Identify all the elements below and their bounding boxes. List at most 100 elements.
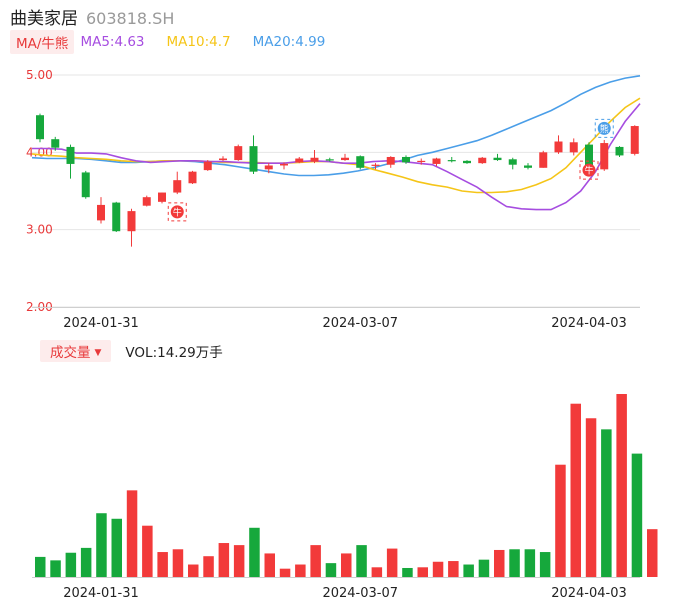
candle-body [508,159,517,165]
candle-body [615,146,624,156]
ma-legend: MA/牛熊 MA5:4.63 MA10:4.7 MA20:4.99 [10,30,347,54]
candle-body [539,152,548,168]
bull-marker-icon-frame [167,202,187,222]
volume-chart[interactable]: 2024-01-31 2024-03-07 2024-04-03 [0,366,686,606]
volume-bar [417,567,428,577]
bull-marker-icon-badge [170,205,184,219]
volume-bar [188,564,199,577]
candle-body [249,146,258,172]
x-tick-label: 2024-01-31 [63,316,139,331]
candle-body [127,211,136,232]
candle [264,163,273,174]
volume-bar [371,567,383,577]
candle-body [341,157,349,161]
volume-bar [539,552,551,577]
candle-body [158,192,166,202]
candle [203,160,212,171]
candle-body [295,158,304,163]
volume-bar [172,549,184,577]
volume-bar [310,545,321,577]
volume-bar [432,561,444,577]
candle [463,160,471,164]
candle-body [234,146,243,161]
volume-x-tick-label: 2024-04-03 [551,586,627,601]
ma20-legend: MA20:4.99 [252,34,326,50]
candle-body [36,115,44,140]
bear-marker-icon: 熊 [594,118,614,138]
volume-bar [570,403,581,577]
volume-bar [325,563,337,577]
volume-bar [448,561,459,577]
y-tick-label: 4.00 [26,145,53,159]
volume-bar [35,556,46,577]
candle [51,136,60,151]
candle-body [432,158,441,164]
volume-bar [233,545,245,577]
candle [127,208,136,247]
candle-body [478,157,487,164]
volume-bar [555,464,566,577]
candle [371,163,380,170]
candle [97,197,105,224]
bull-marker-icon: 牛 [167,202,187,222]
x-tick-label: 2024-03-07 [322,316,398,331]
volume-bar [111,518,122,577]
candle-body [112,202,121,232]
candle [325,157,334,162]
y-tick-label: 3.00 [26,223,53,237]
volume-bar [616,394,627,577]
volume-bar [341,553,352,577]
candle [81,170,90,199]
volume-bar [585,418,597,577]
volume-bar [218,543,230,577]
candle [600,139,609,171]
volume-x-tick-label: 2024-03-07 [322,586,398,601]
candle-body [585,144,593,167]
candle-body [493,157,502,161]
candle-body [203,161,212,171]
candle [630,125,639,156]
ma20-line [31,75,641,177]
ma-toggle-button[interactable]: MA/牛熊 [10,30,75,54]
candle-body [280,163,288,166]
volume-bar [126,490,138,577]
stock-name: 曲美家居 [10,9,78,29]
candle [417,158,426,165]
candle-body [81,172,90,198]
candle [524,163,532,170]
x-tick-label: 2024-04-03 [551,316,627,331]
candle [219,156,227,161]
volume-bar [402,567,413,577]
candle-body [402,156,410,163]
candle-body [173,180,182,193]
candle-body [463,160,471,164]
candle [386,156,395,168]
candle [539,150,548,168]
candle [402,155,410,164]
candle [188,170,197,185]
stock-code: 603818.SH [86,9,175,28]
ma10-legend: MA10:4.7 [166,34,231,50]
candle-body [356,156,365,168]
candle-body [524,165,532,168]
ma5-line [32,103,641,211]
bull-marker-icon-badge [582,163,596,177]
volume-bar [279,568,291,577]
volume-legend: 成交量 ▼ VOL:14.29万手 [40,340,223,362]
bear-marker-icon-text: 熊 [600,123,609,135]
bull-marker-icon: 牛 [579,160,599,180]
y-tick-label: 5.00 [26,68,53,82]
candle [569,138,578,156]
candle [66,144,75,179]
candle [142,195,151,207]
bull-marker-icon-text: 牛 [584,165,593,177]
volume-bar [647,529,658,577]
candle [356,155,365,170]
volume-toggle-button[interactable]: 成交量 ▼ [40,340,112,362]
volume-bar [295,564,306,577]
candle-body [97,204,105,221]
volume-bar [356,545,367,577]
candle-body [66,146,75,164]
candle-body [371,164,380,166]
